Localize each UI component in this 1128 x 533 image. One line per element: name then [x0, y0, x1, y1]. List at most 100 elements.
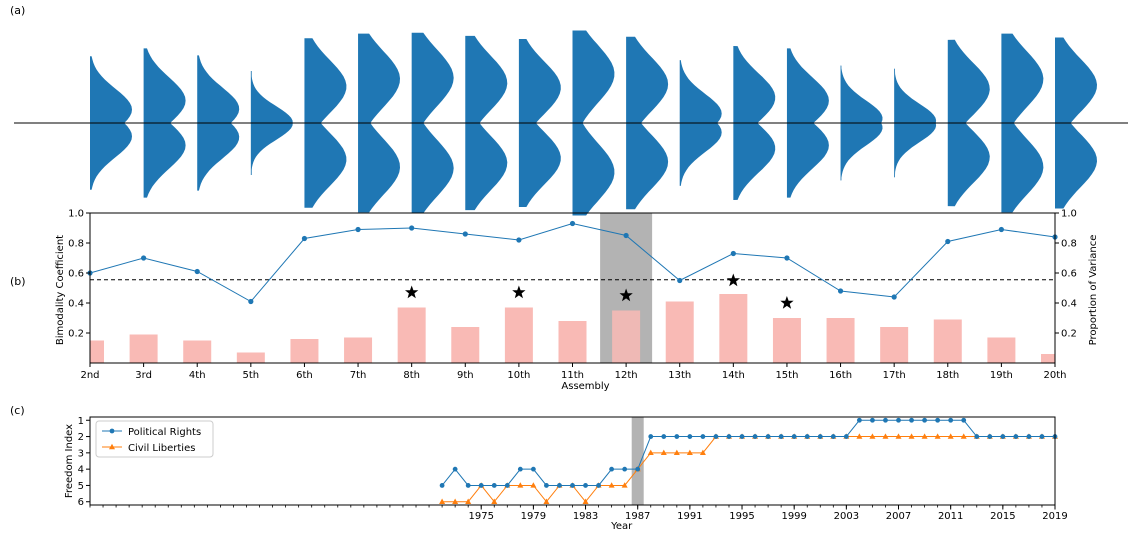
political-rights-marker — [817, 434, 823, 439]
x-tick-label: 1999 — [781, 511, 806, 522]
political-rights-marker — [987, 434, 993, 439]
political-rights-marker — [843, 434, 849, 439]
political-rights-marker — [765, 434, 771, 439]
y-tick-label: 4 — [78, 465, 84, 476]
political-rights-marker — [961, 417, 967, 423]
political-rights-marker — [883, 417, 888, 423]
significance-star — [405, 285, 419, 299]
variance-bar — [612, 310, 641, 363]
variance-bar — [290, 339, 319, 363]
civil-liberties-marker — [621, 482, 628, 488]
civil-liberties-marker — [960, 433, 967, 439]
political-rights-marker — [583, 483, 588, 488]
x-tick-label: 18th — [936, 370, 959, 381]
political-rights-marker — [674, 434, 680, 439]
x-tick-label: 13th — [668, 370, 691, 381]
civil-liberties-marker — [686, 449, 693, 456]
plot-frame — [89, 416, 1056, 506]
political-rights-marker — [687, 434, 693, 439]
variance-bar — [344, 337, 373, 363]
political-rights-marker — [922, 417, 927, 423]
political-rights-line — [441, 419, 1055, 486]
y-tick-label-right: 0.6 — [1061, 269, 1077, 280]
civil-liberties-marker — [895, 433, 902, 439]
x-tick-label: 11th — [561, 370, 584, 381]
political-rights-marker — [530, 466, 536, 472]
civil-liberties-marker — [856, 433, 863, 439]
legend-label-political-rights: Political Rights — [128, 427, 201, 438]
political-rights-marker — [622, 466, 628, 472]
political-rights-marker — [726, 434, 732, 439]
significance-star — [780, 296, 794, 309]
political-rights-marker — [648, 434, 654, 439]
x-tick-label: 2015 — [990, 511, 1015, 522]
y-tick-label-right: 0.8 — [1061, 239, 1077, 250]
legend-marker-political-rights — [109, 428, 115, 434]
political-rights-marker — [544, 483, 549, 488]
variance-bar — [987, 337, 1016, 363]
y-axis-label: Freedom Index — [64, 424, 75, 498]
bimodality-point — [248, 298, 254, 305]
civil-liberties-marker — [543, 498, 550, 504]
political-rights-marker — [935, 417, 941, 423]
bimodality-point — [837, 288, 844, 294]
highlight-band — [631, 417, 644, 505]
x-tick-label: 1979 — [521, 511, 546, 522]
violin — [1001, 33, 1044, 213]
civil-liberties-marker — [452, 498, 459, 504]
political-rights-marker — [557, 483, 562, 488]
political-rights-marker — [856, 417, 862, 423]
y-tick-label-left: 0.8 — [68, 239, 84, 250]
bimodality-point — [194, 268, 200, 275]
variance-bar — [236, 352, 265, 363]
y-tick-label-left: 0.4 — [68, 299, 84, 310]
political-rights-marker — [439, 483, 445, 488]
bimodality-point — [516, 237, 522, 243]
y-tick-label: 3 — [78, 448, 84, 459]
y-tick-label-right: 0.2 — [1061, 329, 1077, 340]
panel-label-a: (a) — [10, 4, 25, 17]
civil-liberties-marker — [947, 433, 954, 439]
x-tick-label: 9th — [457, 370, 474, 381]
x-tick-label: 6th — [296, 370, 313, 381]
civil-liberties-marker — [647, 449, 654, 456]
bimodality-point — [891, 294, 897, 300]
political-rights-marker — [713, 434, 719, 439]
civil-liberties-marker — [699, 449, 706, 456]
violin — [1055, 37, 1097, 209]
x-tick-label: 20th — [1044, 370, 1067, 381]
political-rights-marker — [778, 434, 784, 439]
variance-bar — [665, 301, 694, 363]
violin — [411, 32, 454, 214]
bimodality-point — [141, 255, 147, 261]
bimodality-point — [355, 226, 361, 233]
political-rights-marker — [570, 483, 575, 488]
political-rights-marker — [465, 483, 471, 488]
bimodality-line — [89, 222, 1056, 303]
civil-liberties-marker — [530, 482, 537, 488]
political-rights-marker — [635, 466, 641, 472]
violin — [358, 33, 400, 213]
political-rights-marker — [909, 417, 914, 423]
x-tick-label: 8th — [403, 370, 420, 381]
x-tick-label: 1995 — [729, 511, 754, 522]
civil-liberties-marker — [882, 433, 889, 439]
variance-bar — [183, 340, 212, 363]
x-axis-label: Assembly — [561, 381, 609, 392]
civil-liberties-marker — [608, 482, 615, 488]
x-tick-label: 15th — [775, 370, 798, 381]
political-rights-marker — [830, 434, 836, 439]
y-tick-label-left: 1.0 — [68, 209, 84, 220]
x-tick-label: 1991 — [677, 511, 702, 522]
political-rights-marker — [752, 434, 758, 439]
x-tick-label: 14th — [722, 370, 745, 381]
variance-bar — [129, 334, 158, 363]
y-axis-label-right: Proportion of Variance — [1088, 235, 1099, 346]
x-tick-label: 1983 — [573, 511, 598, 522]
bimodality-panel: 0.2 0.2 0.4 0.4 0.6 0.6 0.8 0.8 1.0 1.0 2nd 3rd 4th 5… — [55, 209, 1099, 393]
x-tick-label: 1975 — [468, 511, 493, 522]
variance-bar — [1041, 354, 1055, 363]
violin — [947, 39, 990, 207]
political-rights-marker — [870, 417, 875, 423]
